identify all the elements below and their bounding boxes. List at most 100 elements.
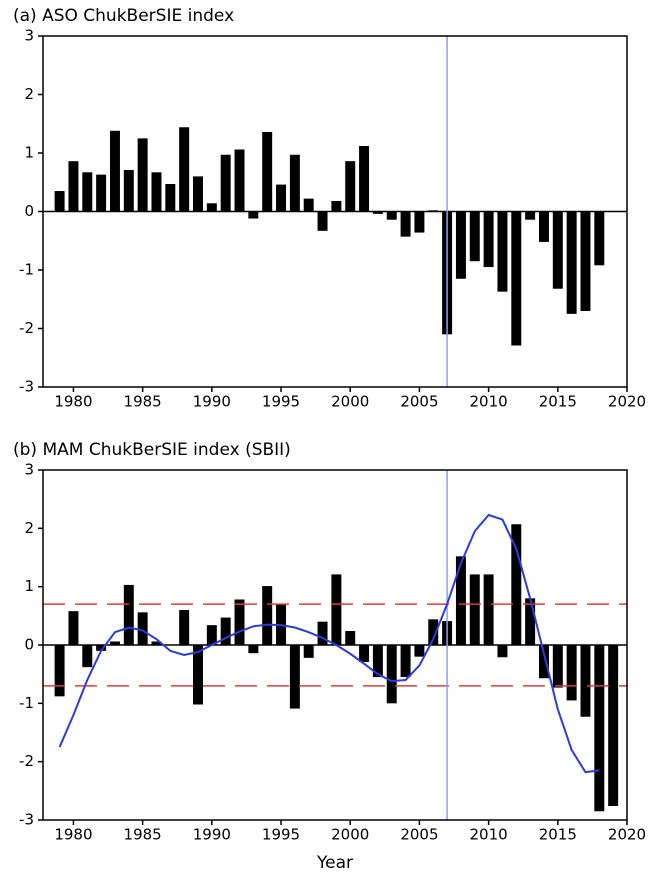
bar: [455, 211, 466, 279]
bar: [248, 211, 259, 219]
bar: [96, 645, 107, 651]
bar: [54, 191, 65, 212]
y-tick-label: -1: [19, 694, 34, 712]
bar: [123, 169, 134, 212]
x-tick-label: 1990: [193, 826, 231, 844]
x-tick-label: 1990: [193, 393, 231, 411]
bar: [234, 149, 245, 212]
bar: [497, 645, 508, 658]
bar: [206, 203, 217, 212]
bar: [428, 619, 439, 645]
x-tick-label: 2005: [400, 393, 438, 411]
x-tick-label: 2010: [470, 393, 508, 411]
x-tick-label: 1980: [54, 826, 92, 844]
bar: [552, 211, 563, 289]
bar: [165, 184, 176, 212]
bar: [345, 161, 356, 212]
bar: [386, 211, 397, 220]
bar: [372, 645, 383, 678]
bar: [455, 556, 466, 645]
bar: [594, 211, 605, 266]
panel-title: (a) ASO ChukBerSIE index: [13, 6, 234, 26]
panel-title: (b) MAM ChukBerSIE index (SBII): [13, 440, 291, 460]
bar: [331, 200, 342, 212]
bar: [566, 211, 577, 314]
bar: [234, 599, 245, 645]
x-tick-label: 1985: [124, 826, 162, 844]
x-tick-label: 2015: [539, 826, 577, 844]
bar: [68, 611, 79, 645]
bar: [151, 172, 162, 212]
x-tick-label: 2005: [400, 826, 438, 844]
bar: [109, 641, 120, 645]
bar: [289, 645, 300, 709]
bar: [289, 154, 300, 212]
bar: [262, 131, 273, 212]
bar: [206, 625, 217, 645]
bar: [359, 145, 370, 212]
bar: [317, 621, 328, 645]
bar: [469, 574, 480, 645]
bar: [179, 127, 190, 212]
bar: [151, 641, 162, 645]
bar: [483, 574, 494, 645]
x-tick-label: 1985: [124, 393, 162, 411]
bar: [248, 645, 259, 654]
bar: [400, 211, 411, 237]
bar: [303, 198, 314, 212]
bar: [262, 586, 273, 645]
bar: [538, 645, 549, 679]
y-tick-label: -2: [19, 319, 34, 337]
x-tick-label: 1995: [262, 826, 300, 844]
bar: [552, 645, 563, 688]
bar: [525, 598, 536, 645]
y-tick-label: 2: [24, 519, 34, 537]
bar: [137, 138, 148, 212]
bar: [109, 130, 120, 212]
bar: [193, 176, 203, 212]
x-tick-label: 2000: [331, 393, 369, 411]
bar: [96, 174, 107, 212]
x-tick-label: 2020: [608, 393, 646, 411]
smoothed-line: [58, 513, 600, 774]
bar: [538, 211, 549, 242]
bar: [594, 645, 605, 812]
bar: [276, 184, 287, 212]
bar: [179, 610, 190, 645]
y-tick-label: -3: [19, 811, 34, 829]
y-tick-label: 0: [24, 202, 34, 220]
bar: [220, 154, 231, 212]
x-axis-label: Year: [316, 853, 353, 873]
x-tick-label: 2015: [539, 393, 577, 411]
bar: [331, 574, 342, 645]
bar: [123, 584, 134, 645]
bar: [580, 645, 591, 717]
bar: [580, 211, 591, 311]
bar: [414, 211, 425, 233]
bar: [359, 645, 370, 662]
bar: [372, 211, 383, 214]
bar: [68, 161, 79, 212]
y-tick-label: 3: [24, 461, 34, 479]
y-tick-label: -2: [19, 752, 34, 770]
bar: [220, 617, 231, 645]
bar: [303, 645, 314, 658]
y-tick-label: -1: [19, 261, 34, 279]
bar: [469, 211, 480, 262]
y-tick-label: 3: [24, 27, 34, 45]
bar: [497, 211, 508, 292]
bar: [511, 524, 522, 645]
bar: [483, 211, 494, 268]
bar: [82, 645, 93, 668]
y-tick-label: -3: [19, 378, 34, 396]
y-tick-label: 2: [24, 85, 34, 103]
bar: [525, 211, 536, 220]
bar: [414, 645, 425, 657]
bar: [511, 211, 522, 346]
x-tick-label: 1980: [54, 393, 92, 411]
x-tick-label: 2020: [608, 826, 646, 844]
x-tick-label: 2000: [331, 826, 369, 844]
bar: [193, 645, 203, 705]
